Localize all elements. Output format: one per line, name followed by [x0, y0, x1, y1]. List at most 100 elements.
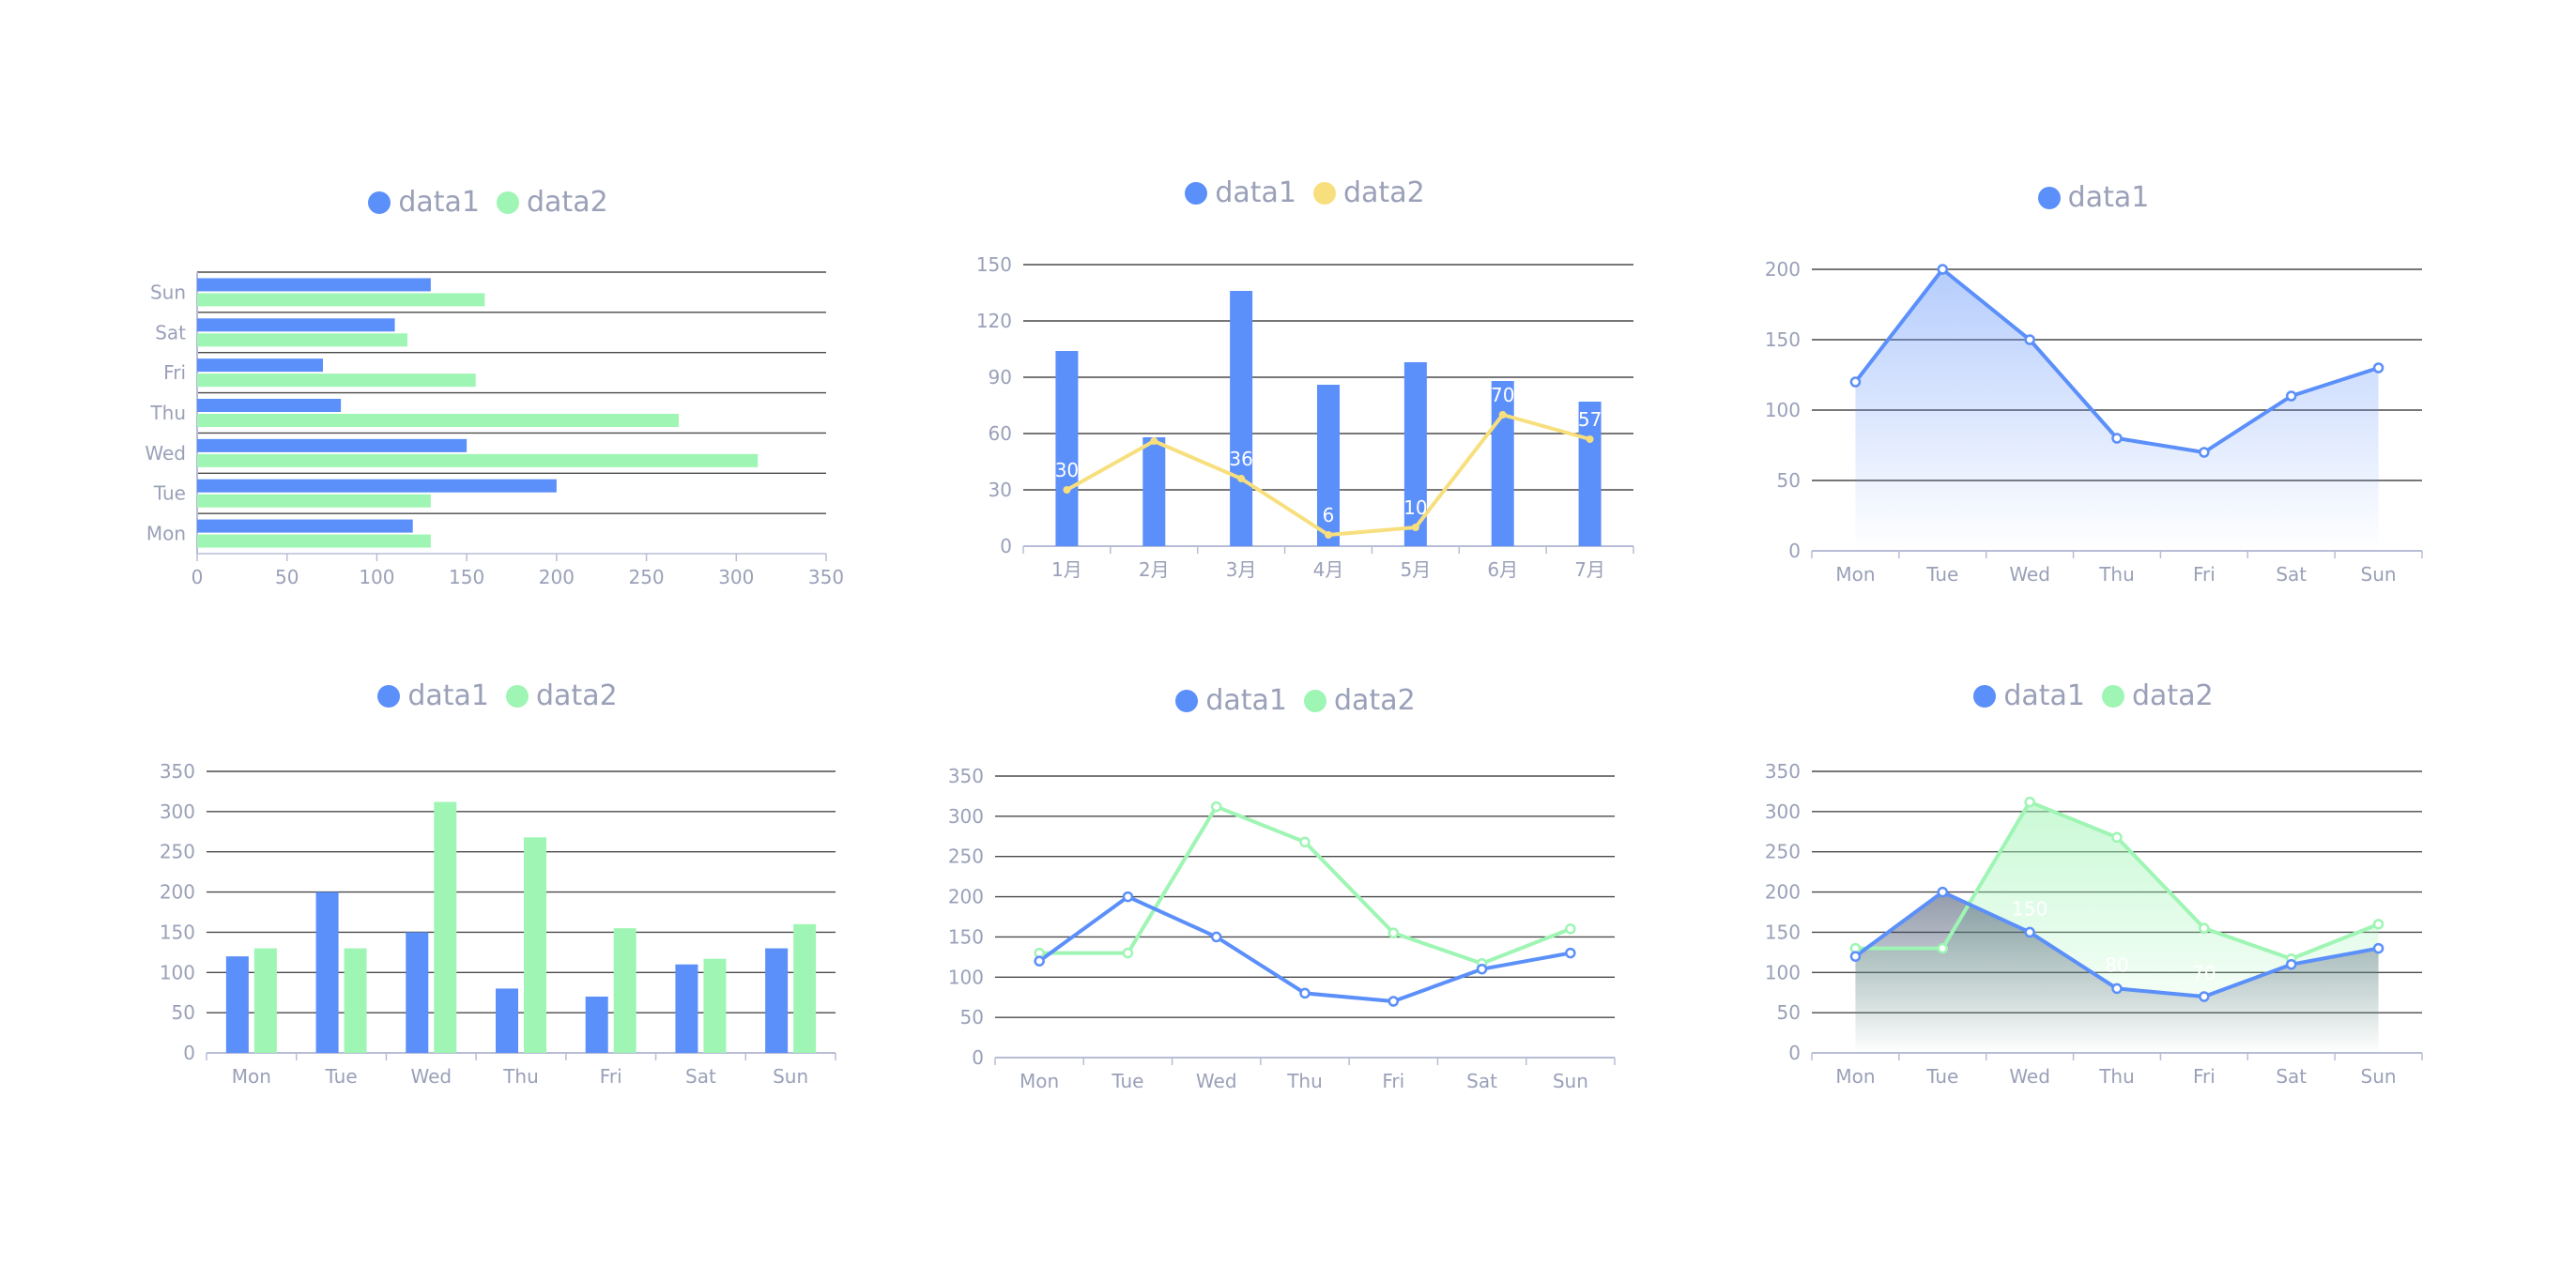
y-tick-label: 0	[1000, 535, 1012, 557]
legend-label: data1	[2003, 679, 2085, 712]
data-point	[2285, 390, 2297, 402]
x-tick-label: 2月	[1139, 558, 1170, 581]
y-tick-label: 30	[989, 479, 1012, 501]
y-tick-label: 0	[972, 1046, 984, 1069]
data-label: 70	[2192, 962, 2216, 984]
legend-item-data2[interactable]: data2	[497, 186, 608, 219]
x-tick-label: Wed	[2009, 563, 2050, 586]
data-label: 10	[1403, 496, 1427, 519]
legend-item-data1[interactable]: data1	[2037, 181, 2150, 214]
legend-dot	[1304, 689, 1326, 712]
x-tick-label: 250	[628, 566, 664, 588]
chart-legend: data1 data2	[939, 684, 1652, 717]
data-label: 150	[2012, 897, 2047, 920]
x-tick-label: 6月	[1487, 558, 1518, 581]
x-tick-label: Mon	[1835, 563, 1875, 586]
legend-dot	[368, 190, 391, 214]
chart-legend: data1 data2	[1737, 679, 2450, 712]
bar-data1	[225, 956, 249, 1053]
bar-data1	[197, 358, 323, 373]
bar-data1	[1055, 351, 1079, 546]
chart-panel-4: data1 data2 0 50 100 150 200 250 300 350 Mon Tue W…	[141, 676, 854, 1089]
chart-legend: data1 data2	[141, 679, 854, 712]
data-point	[2372, 942, 2384, 954]
bar-data2	[253, 948, 277, 1053]
y-tick-label: 100	[160, 961, 195, 983]
y-tick-label: 150	[976, 253, 1012, 276]
y-tick-label: 250	[1765, 841, 1801, 863]
y-tick-label: 50	[1777, 469, 1801, 492]
y-tick-label: Fri	[163, 361, 186, 384]
data-point	[1237, 475, 1246, 482]
y-tick-label: 250	[160, 841, 195, 863]
x-tick-label: Sat	[2276, 563, 2307, 586]
bar-data1	[197, 318, 395, 332]
data-point	[1937, 264, 1949, 275]
data-label: 80	[2105, 953, 2128, 976]
legend-label: data1	[2067, 181, 2150, 214]
legend-item-data1[interactable]: data1	[377, 679, 489, 712]
data-label: 130	[1924, 858, 1960, 880]
x-tick-label: Thu	[1286, 1070, 1323, 1092]
bar-data1	[585, 997, 608, 1053]
grouped-bar-chart: 0 50 100 150 200 250 300 350 Mon Tue Wed Thu Fri Sat S…	[160, 760, 836, 1088]
bar-data2	[197, 414, 680, 427]
x-tick-label: 7月	[1574, 558, 1605, 581]
bar-data2	[197, 494, 431, 508]
x-tick-label: Sat	[1466, 1070, 1497, 1092]
data-point	[1411, 524, 1419, 531]
chart-panel-3: data1 0 50 100 150 200 Mon Tue Wed Thu Fri Sat Sun	[1737, 174, 2450, 601]
legend-dot	[1175, 689, 1199, 712]
bar-data1	[1491, 381, 1514, 546]
x-tick-label: Tue	[324, 1065, 357, 1088]
x-tick-label: 1月	[1051, 558, 1082, 581]
x-tick-label: Fri	[600, 1065, 622, 1088]
data-point	[2111, 433, 2123, 444]
data-point	[1388, 996, 1400, 1007]
chart-legend: data1 data2	[948, 176, 1662, 209]
legend-item-data1[interactable]: data1	[1185, 176, 1296, 209]
x-tick-label: Fri	[1382, 1070, 1404, 1092]
data-point	[1150, 437, 1158, 445]
bar-data1	[496, 988, 518, 1053]
y-tick-label: 90	[989, 366, 1012, 389]
bar-data1	[315, 891, 339, 1053]
x-tick-label: Wed	[1196, 1070, 1237, 1092]
x-tick-label: 0	[192, 566, 204, 588]
x-tick-label: Sun	[1553, 1070, 1588, 1092]
legend-label: data2	[1343, 176, 1425, 209]
legend-item-data1[interactable]: data1	[1175, 684, 1287, 717]
y-tick-label: 150	[1765, 328, 1801, 351]
legend-dot	[1973, 684, 1997, 708]
legend-item-data2[interactable]: data2	[1313, 176, 1425, 209]
data-point	[2024, 334, 2035, 345]
data-point	[2024, 926, 2035, 938]
y-tick-label: 0	[1788, 540, 1801, 562]
legend-dot	[506, 684, 529, 708]
legend-item-data2[interactable]: data2	[506, 679, 618, 712]
legend-item-data2[interactable]: data2	[2102, 679, 2214, 712]
legend-item-data1[interactable]: data1	[368, 186, 480, 219]
x-tick-label: 100	[359, 566, 394, 588]
data-point	[1122, 947, 1134, 959]
y-tick-label: 200	[948, 886, 984, 908]
y-tick-label: 100	[948, 966, 984, 988]
data-point	[2285, 958, 2297, 970]
bar-data2	[344, 948, 367, 1053]
data-label: 30	[1055, 459, 1079, 481]
stacked-area-chart: 0 50 100 150 200 250 300 350 Mon Tue Wed Thu Fri Sat S…	[1765, 760, 2423, 1088]
y-tick-label: Sat	[155, 321, 186, 343]
y-tick-label: 50	[172, 1001, 195, 1024]
data-point	[1299, 987, 1311, 999]
x-tick-label: Tue	[1111, 1070, 1143, 1092]
legend-item-data2[interactable]: data2	[1304, 684, 1416, 717]
bar-data2	[197, 293, 485, 307]
legend-dot	[2102, 684, 2124, 708]
y-tick-label: 100	[1765, 399, 1801, 421]
data-point	[1937, 886, 1949, 898]
x-tick-label: Tue	[1925, 1065, 1958, 1088]
bar-data1	[1230, 291, 1253, 546]
legend-label: data2	[536, 679, 618, 712]
legend-item-data1[interactable]: data1	[1973, 679, 2085, 712]
x-tick-label: 4月	[1313, 558, 1344, 581]
